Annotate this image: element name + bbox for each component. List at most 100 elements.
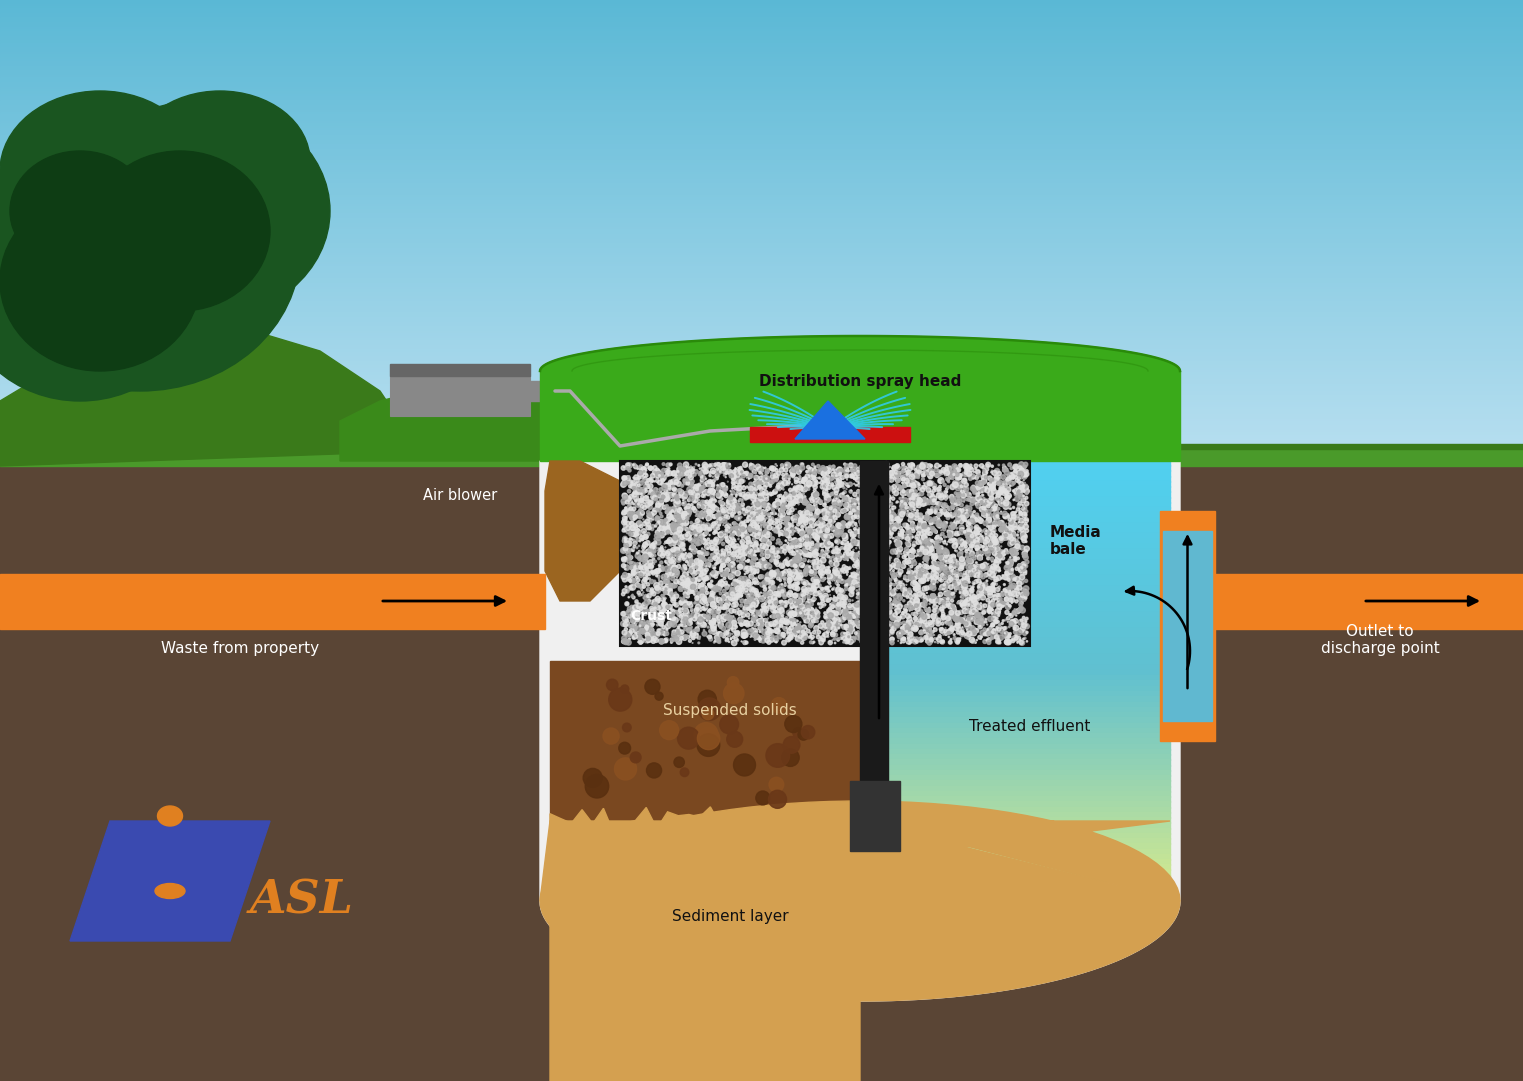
Circle shape: [730, 619, 734, 624]
Circle shape: [634, 478, 640, 483]
Circle shape: [972, 626, 975, 628]
Circle shape: [722, 553, 725, 557]
Circle shape: [669, 519, 670, 521]
Circle shape: [666, 525, 670, 529]
Circle shape: [710, 497, 716, 503]
Circle shape: [643, 534, 649, 539]
Circle shape: [1007, 562, 1010, 566]
Circle shape: [786, 533, 790, 537]
Circle shape: [847, 578, 851, 583]
Bar: [0, 243, 1523, 246]
Circle shape: [809, 553, 812, 557]
Circle shape: [851, 579, 857, 585]
Circle shape: [780, 494, 781, 497]
Circle shape: [690, 584, 696, 589]
Bar: [0, 308, 1523, 311]
Circle shape: [1022, 507, 1025, 510]
Circle shape: [765, 469, 769, 473]
Circle shape: [797, 485, 801, 490]
Circle shape: [842, 495, 845, 498]
Circle shape: [635, 562, 640, 568]
Circle shape: [891, 616, 896, 619]
Circle shape: [640, 511, 644, 516]
Circle shape: [798, 730, 809, 740]
Circle shape: [765, 553, 771, 559]
Circle shape: [848, 511, 853, 515]
Circle shape: [664, 533, 666, 535]
Ellipse shape: [0, 191, 200, 371]
Circle shape: [644, 624, 647, 627]
Circle shape: [865, 602, 871, 606]
Circle shape: [758, 532, 760, 535]
Circle shape: [691, 486, 694, 490]
Circle shape: [984, 529, 987, 533]
Circle shape: [713, 556, 717, 561]
Circle shape: [807, 529, 812, 534]
Circle shape: [914, 568, 917, 571]
Bar: [870, 744, 1170, 750]
Circle shape: [934, 603, 935, 605]
Circle shape: [886, 609, 892, 614]
Circle shape: [1023, 506, 1027, 510]
Circle shape: [755, 548, 758, 552]
Circle shape: [969, 610, 975, 615]
Circle shape: [716, 584, 720, 588]
Circle shape: [783, 477, 787, 481]
Circle shape: [1008, 566, 1013, 571]
Circle shape: [789, 578, 792, 582]
Circle shape: [707, 483, 710, 486]
Circle shape: [873, 516, 876, 519]
Circle shape: [886, 604, 892, 610]
Circle shape: [944, 592, 947, 595]
Circle shape: [795, 553, 800, 559]
Circle shape: [905, 466, 908, 469]
Circle shape: [733, 551, 737, 556]
Circle shape: [908, 464, 909, 466]
Circle shape: [877, 628, 879, 630]
Circle shape: [1022, 512, 1027, 518]
Circle shape: [739, 493, 742, 496]
Circle shape: [964, 633, 966, 636]
Circle shape: [862, 511, 865, 516]
Circle shape: [696, 534, 698, 536]
Circle shape: [632, 503, 635, 505]
Circle shape: [772, 604, 777, 608]
Circle shape: [723, 511, 728, 516]
Circle shape: [982, 568, 985, 571]
Circle shape: [888, 633, 889, 636]
Circle shape: [888, 531, 889, 532]
Circle shape: [896, 540, 897, 543]
Circle shape: [862, 467, 867, 472]
Circle shape: [714, 618, 716, 620]
Circle shape: [760, 558, 766, 563]
Circle shape: [885, 633, 888, 637]
Circle shape: [646, 549, 650, 553]
Circle shape: [911, 548, 914, 552]
Circle shape: [672, 485, 675, 488]
Circle shape: [929, 471, 935, 476]
Circle shape: [993, 596, 998, 600]
Circle shape: [698, 521, 702, 525]
Circle shape: [892, 466, 897, 471]
Circle shape: [707, 575, 711, 579]
Circle shape: [708, 512, 711, 515]
Circle shape: [790, 502, 793, 505]
Circle shape: [726, 632, 731, 637]
Circle shape: [964, 622, 969, 626]
Circle shape: [733, 602, 739, 608]
Circle shape: [781, 590, 784, 593]
Circle shape: [953, 633, 955, 636]
Circle shape: [717, 615, 722, 619]
Circle shape: [827, 485, 832, 490]
Circle shape: [973, 564, 976, 566]
Circle shape: [978, 542, 979, 544]
Circle shape: [641, 538, 644, 540]
Circle shape: [757, 623, 760, 626]
Circle shape: [684, 620, 687, 624]
Circle shape: [623, 524, 627, 528]
Circle shape: [950, 538, 952, 540]
Circle shape: [833, 597, 839, 602]
Circle shape: [883, 600, 888, 604]
Circle shape: [856, 609, 862, 614]
Circle shape: [835, 485, 838, 489]
